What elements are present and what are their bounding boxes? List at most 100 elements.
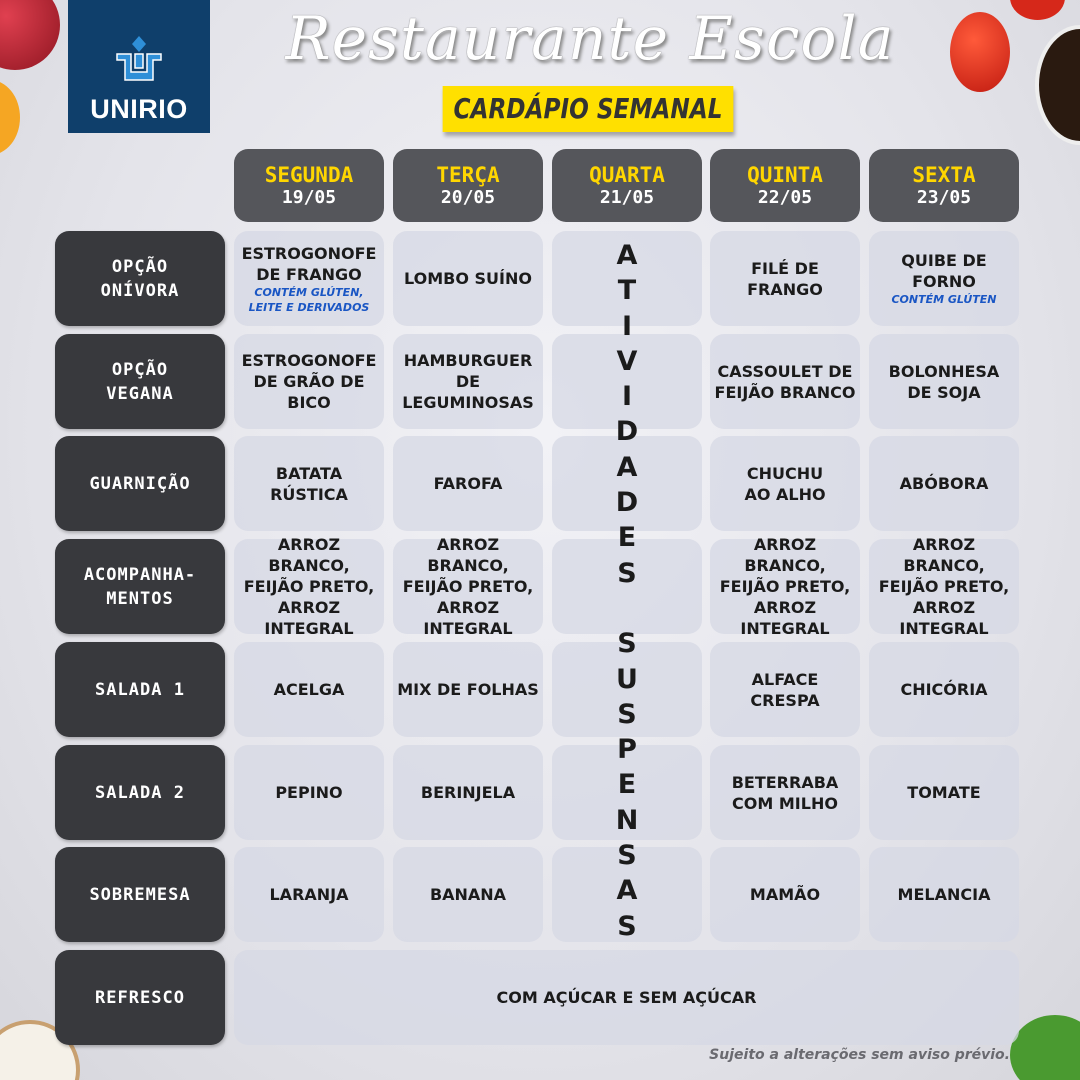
menu-item: BOLONHESA DE SOJA <box>869 334 1019 429</box>
menu-item: FAROFA <box>393 436 543 531</box>
day-header: SEGUNDA 19/05 <box>234 149 384 222</box>
menu-item: ARROZ BRANCO, FEIJÃO PRETO, ARROZ INTEGR… <box>869 535 1019 638</box>
menu-item: FILÉ DE FRANGO <box>710 231 860 326</box>
menu-item: BATATA RÚSTICA <box>234 436 384 531</box>
unirio-emblem-icon <box>116 36 162 81</box>
basil-decoration <box>1010 1015 1080 1080</box>
dish-name: ARROZ BRANCO, FEIJÃO PRETO, ARROZ INTEGR… <box>243 535 375 638</box>
menu-item <box>552 334 702 429</box>
menu-item: ABÓBORA <box>869 436 1019 531</box>
tomato-decoration <box>1010 0 1065 20</box>
dish-name: ESTROGONOFE DE FRANGO <box>241 243 377 284</box>
page-title: Restaurante Escola <box>285 4 895 74</box>
day-date: 22/05 <box>757 186 813 208</box>
menu-item: QUIBE DE FORNO CONTÉM GLÚTEN <box>869 231 1019 326</box>
suspended-notice: A T I V I D A D E S S U S P E N S A S <box>552 238 702 944</box>
row-label: ACOMPANHA- MENTOS <box>55 539 225 634</box>
page-subtitle: CARDÁPIO SEMANAL <box>442 86 734 132</box>
day-date: 20/05 <box>440 186 496 208</box>
row-label: OPÇÃO ONÍVORA <box>55 231 225 326</box>
day-date: 19/05 <box>281 186 337 208</box>
dish-name: LOMBO SUÍNO <box>404 269 532 288</box>
beans-bowl-decoration <box>1035 25 1080 145</box>
menu-item: ESTROGONOFE DE FRANGO CONTÉM GLÚTEN, LEIT… <box>234 231 384 326</box>
unirio-logo: UNIRIO <box>68 0 210 133</box>
menu-item: MAMÃO <box>710 847 860 942</box>
day-header: TERÇA 20/05 <box>393 149 543 222</box>
day-name: QUARTA <box>589 162 665 187</box>
menu-item <box>552 642 702 737</box>
menu-item: ACELGA <box>234 642 384 737</box>
dish-name: BATATA RÚSTICA <box>270 463 348 504</box>
allergen-note: CONTÉM GLÚTEN <box>891 293 997 306</box>
day-name: TERÇA <box>436 162 500 187</box>
menu-item: ARROZ BRANCO, FEIJÃO PRETO, ARROZ INTEGR… <box>393 535 543 638</box>
menu-item: CHUCHU AO ALHO <box>710 436 860 531</box>
dish-name: ARROZ BRANCO, FEIJÃO PRETO, ARROZ INTEGR… <box>402 535 534 638</box>
row-label: SOBREMESA <box>55 847 225 942</box>
row-label: REFRESCO <box>55 950 225 1045</box>
menu-item: PEPINO <box>234 745 384 840</box>
apple-decoration <box>0 0 60 70</box>
dish-name: CHUCHU AO ALHO <box>744 463 826 504</box>
dish-name: BOLONHESA DE SOJA <box>888 361 1000 402</box>
menu-item <box>552 745 702 840</box>
dish-name: ACELGA <box>273 680 345 699</box>
menu-item: ALFACE CRESPA <box>710 642 860 737</box>
dish-name: ALFACE CRESPA <box>750 669 820 710</box>
dish-name: CHICÓRIA <box>900 680 988 699</box>
dish-name: ARROZ BRANCO, FEIJÃO PRETO, ARROZ INTEGR… <box>878 535 1010 638</box>
menu-item: LOMBO SUÍNO <box>393 231 543 326</box>
dish-name: QUIBE DE FORNO <box>901 251 987 291</box>
dish-name: TOMATE <box>907 783 981 802</box>
menu-item: ESTROGONOFE DE GRÃO DE BICO <box>234 334 384 429</box>
menu-item: CHICÓRIA <box>869 642 1019 737</box>
day-date: 21/05 <box>599 186 655 208</box>
menu-item <box>552 231 702 326</box>
dish-name: HAMBURGUER DE LEGUMINOSAS <box>402 351 534 412</box>
dish-name: FAROFA <box>433 474 503 493</box>
menu-item: CASSOULET DE FEIJÃO BRANCO <box>710 334 860 429</box>
menu-item: ARROZ BRANCO, FEIJÃO PRETO, ARROZ INTEGR… <box>234 535 384 638</box>
dish-name: BETERRABA COM MILHO <box>731 772 839 813</box>
row-label: GUARNIÇÃO <box>55 436 225 531</box>
dish-name: ABÓBORA <box>899 474 989 493</box>
menu-item <box>552 847 702 942</box>
dish-name: PEPINO <box>275 783 343 802</box>
dish-name: CASSOULET DE FEIJÃO BRANCO <box>714 361 856 402</box>
menu-item <box>552 539 702 634</box>
dish-name: FILÉ DE FRANGO <box>747 258 823 299</box>
tomato-decoration <box>950 12 1010 92</box>
menu-item: BANANA <box>393 847 543 942</box>
menu-item: BERINJELA <box>393 745 543 840</box>
day-header: SEXTA 23/05 <box>869 149 1019 222</box>
footer-disclaimer: Sujeito a alterações sem aviso prévio. <box>709 1047 1010 1063</box>
dish-name: BANANA <box>429 885 507 904</box>
day-header: QUINTA 22/05 <box>710 149 860 222</box>
logo-text: UNIRIO <box>90 94 188 124</box>
menu-item: LARANJA <box>234 847 384 942</box>
dish-name: MIX DE FOLHAS <box>397 680 539 699</box>
menu-item: MIX DE FOLHAS <box>393 642 543 737</box>
menu-item: HAMBURGUER DE LEGUMINOSAS <box>393 334 543 429</box>
day-name: SEGUNDA <box>264 162 354 187</box>
dish-name: MAMÃO <box>749 885 821 904</box>
menu-item: TOMATE <box>869 745 1019 840</box>
dish-name: LARANJA <box>269 885 349 904</box>
orange-decoration <box>0 80 20 155</box>
day-header: QUARTA 21/05 <box>552 149 702 222</box>
row-label: OPÇÃO VEGANA <box>55 334 225 429</box>
menu-item: MELANCIA <box>869 847 1019 942</box>
menu-item: BETERRABA COM MILHO <box>710 745 860 840</box>
day-name: SEXTA <box>912 162 976 187</box>
row-label: SALADA 1 <box>55 642 225 737</box>
allergen-note: CONTÉM GLÚTEN, LEITE E DERIVADOS <box>248 285 370 314</box>
dish-name: ESTROGONOFE DE GRÃO DE BICO <box>241 351 377 412</box>
menu-item: ARROZ BRANCO, FEIJÃO PRETO, ARROZ INTEGR… <box>710 535 860 638</box>
menu-item <box>552 436 702 531</box>
dish-name: BERINJELA <box>420 783 516 802</box>
day-name: QUINTA <box>747 162 823 187</box>
dish-name: ARROZ BRANCO, FEIJÃO PRETO, ARROZ INTEGR… <box>719 535 851 638</box>
row-label: SALADA 2 <box>55 745 225 840</box>
